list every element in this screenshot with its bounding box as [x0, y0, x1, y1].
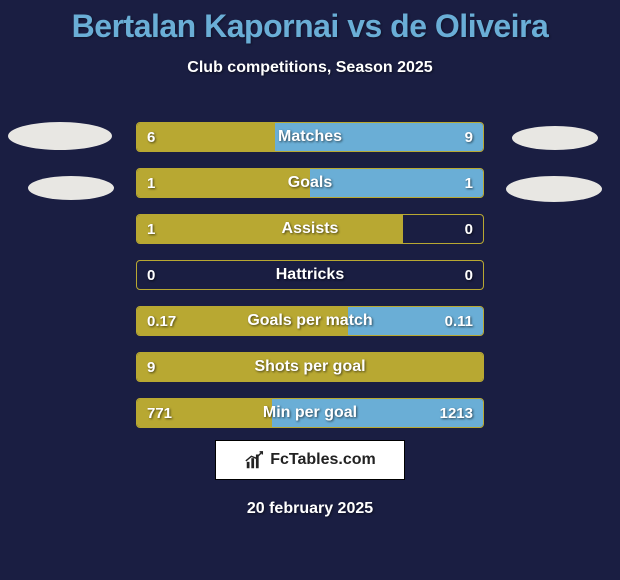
stat-value-right: 9 — [465, 123, 473, 151]
stat-value-left: 0.17 — [147, 307, 176, 335]
page-title: Bertalan Kapornai vs de Oliveira — [0, 0, 620, 45]
chart-icon — [244, 449, 266, 471]
player-avatar-right-1 — [512, 126, 598, 150]
stat-row: Min per goal771 1213 — [136, 398, 484, 428]
stat-label: Matches — [137, 123, 483, 151]
stat-value-right: 0.11 — [445, 307, 473, 335]
stats-bars: Matches69Goals11Assists10Hattricks00Goal… — [136, 122, 484, 444]
stat-row: Goals1 1 — [136, 168, 484, 198]
stat-label: Hattricks — [137, 261, 483, 289]
stat-row: Goals per match0.17 0.11 — [136, 306, 484, 336]
stat-value-right: 1213 — [440, 399, 473, 427]
player-avatar-left-1 — [8, 122, 112, 150]
stat-label: Goals — [137, 169, 483, 197]
player-avatar-left-2 — [28, 176, 114, 200]
stat-value-left: 1 — [147, 215, 155, 243]
stat-value-left: 1 — [147, 169, 155, 197]
stat-label: Assists — [137, 215, 483, 243]
stat-value-right: 0 — [465, 261, 473, 289]
stat-value-left: 9 — [147, 353, 155, 381]
stat-row: Hattricks0 0 — [136, 260, 484, 290]
stat-value-left: 771 — [147, 399, 172, 427]
stat-label: Min per goal — [137, 399, 483, 427]
stat-row: Assists1 0 — [136, 214, 484, 244]
date-text: 20 february 2025 — [0, 500, 620, 518]
stat-value-right: 0 — [465, 215, 473, 243]
subtitle: Club competitions, Season 2025 — [0, 59, 620, 77]
brand-box: FcTables.com — [215, 440, 405, 480]
stat-value-right: 1 — [465, 169, 473, 197]
stat-value-left: 0 — [147, 261, 155, 289]
stat-label: Shots per goal — [137, 353, 483, 381]
stat-row: Shots per goal9 — [136, 352, 484, 382]
brand-text: FcTables.com — [270, 451, 376, 469]
player-avatar-right-2 — [506, 176, 602, 202]
stat-label: Goals per match — [137, 307, 483, 335]
stat-value-left: 6 — [147, 123, 155, 151]
stat-row: Matches6 9 — [136, 122, 484, 152]
